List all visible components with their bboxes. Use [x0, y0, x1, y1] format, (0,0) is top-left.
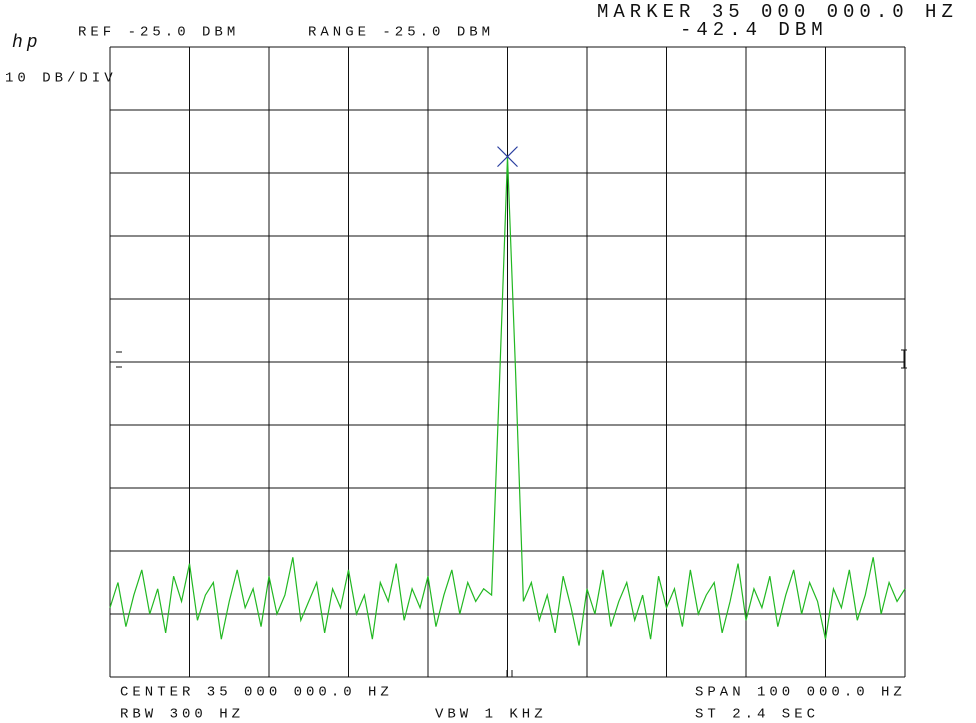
marker-frequency: MARKER 35 000 000.0 HZ	[597, 1, 958, 23]
edge-ticks	[116, 349, 907, 677]
marker	[497, 146, 518, 168]
vbw-label: VBW 1 KHZ	[435, 707, 547, 723]
ref-label: REF -25.0 DBM	[78, 25, 239, 41]
scale-label: 10 DB/DIV	[5, 71, 117, 87]
center-label: CENTER 35 000 000.0 HZ	[120, 685, 393, 701]
span-label: SPAN 100 000.0 HZ	[695, 685, 906, 701]
logo: hp	[12, 33, 42, 53]
sweep-label: ST 2.4 SEC	[695, 707, 819, 723]
rbw-label: RBW 300 HZ	[120, 707, 244, 723]
range-label: RANGE -25.0 DBM	[308, 25, 494, 41]
marker-level: -42.4 DBM	[680, 19, 828, 41]
